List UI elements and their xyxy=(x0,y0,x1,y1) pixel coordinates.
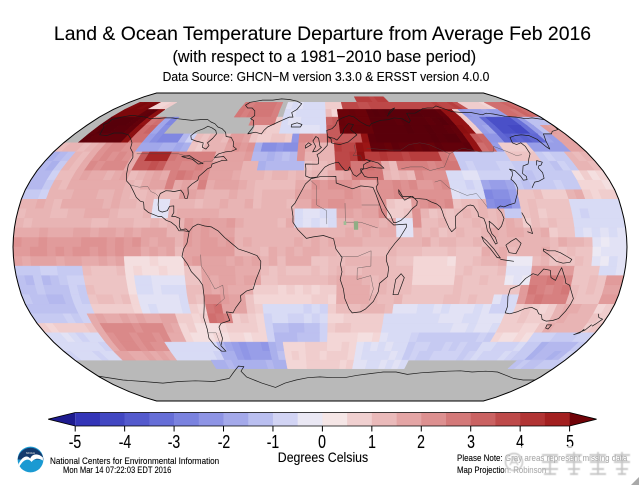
svg-text:NOAA: NOAA xyxy=(26,451,36,455)
